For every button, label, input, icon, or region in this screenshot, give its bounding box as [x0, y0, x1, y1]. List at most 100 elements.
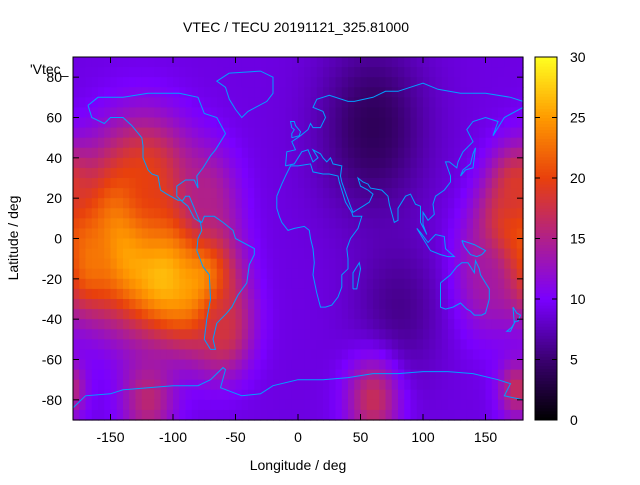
heatmap-cell: [460, 288, 468, 300]
heatmap-cell: [329, 288, 337, 300]
heatmap-cell: [341, 137, 349, 149]
heatmap-cell: [310, 178, 318, 189]
colorbar-segment: [535, 229, 557, 233]
heatmap-cell: [73, 278, 80, 290]
heatmap-cell: [279, 67, 287, 78]
heatmap-cell: [91, 329, 99, 340]
heatmap-cell: [154, 278, 162, 290]
heatmap-cell: [179, 369, 187, 381]
heatmap-cell: [316, 198, 324, 209]
heatmap-cell: [129, 299, 137, 310]
heatmap-cell: [448, 67, 455, 78]
heatmap-cell: [129, 359, 137, 371]
heatmap-cell: [410, 127, 418, 139]
heatmap-cell: [110, 238, 118, 250]
heatmap-cell: [435, 258, 443, 270]
heatmap-cell: [329, 349, 337, 361]
heatmap-cell: [298, 218, 305, 230]
heatmap-cell: [85, 157, 93, 169]
heatmap-cell: [141, 208, 149, 219]
heatmap-cell: [191, 87, 199, 98]
heatmap-cell: [154, 329, 162, 340]
heatmap-cell: [348, 238, 355, 250]
heatmap-cell: [385, 167, 393, 179]
heatmap-cell: [241, 319, 249, 330]
heatmap-cell: [398, 97, 405, 109]
heatmap-cell: [79, 107, 87, 119]
heatmap-cell: [160, 117, 168, 129]
heatmap-cell: [148, 137, 155, 149]
heatmap-cell: [410, 238, 418, 250]
heatmap-cell: [485, 97, 493, 109]
heatmap-cell: [79, 208, 87, 219]
colorbar-segment: [535, 69, 557, 73]
heatmap-cell: [435, 268, 443, 280]
heatmap-cell: [410, 278, 418, 290]
heatmap-cell: [429, 208, 437, 219]
heatmap-cell: [291, 178, 299, 189]
heatmap-cell: [116, 339, 124, 351]
colorbar-segment: [535, 253, 557, 258]
heatmap-cell: [273, 339, 280, 351]
heatmap-cell: [323, 218, 330, 230]
heatmap-cell: [473, 399, 480, 411]
heatmap-cell: [454, 309, 462, 320]
heatmap-cell: [91, 218, 99, 230]
heatmap-cell: [398, 359, 405, 371]
heatmap-cell: [110, 409, 118, 421]
heatmap-cell: [391, 409, 399, 421]
colorbar-segment: [535, 292, 557, 297]
colorbar-segment: [535, 416, 557, 421]
heatmap-cell: [173, 137, 180, 149]
heatmap-cell: [191, 157, 199, 169]
heatmap-cell: [241, 329, 249, 340]
heatmap-cell: [466, 278, 474, 290]
heatmap-cell: [498, 349, 505, 361]
heatmap-cell: [85, 57, 93, 68]
heatmap-cell: [179, 107, 187, 119]
heatmap-cell: [404, 97, 412, 109]
heatmap-cell: [248, 309, 255, 320]
heatmap-cell: [473, 409, 480, 421]
heatmap-cell: [304, 258, 312, 270]
heatmap-cell: [504, 198, 512, 209]
heatmap-cell: [85, 77, 93, 88]
heatmap-cell: [141, 278, 149, 290]
heatmap-cell: [498, 379, 505, 391]
heatmap-cell: [466, 349, 474, 361]
heatmap-cell: [441, 399, 449, 411]
heatmap-cell: [429, 87, 437, 98]
heatmap-cell: [448, 288, 455, 300]
heatmap-cell: [123, 288, 130, 300]
heatmap-cell: [148, 399, 155, 411]
heatmap-cell: [441, 57, 449, 68]
heatmap-cell: [366, 238, 374, 250]
heatmap-cell: [223, 188, 230, 199]
heatmap-cell: [123, 319, 130, 330]
heatmap-cell: [385, 409, 393, 421]
heatmap-cell: [141, 288, 149, 300]
heatmap-cell: [510, 218, 518, 230]
heatmap-cell: [410, 309, 418, 320]
heatmap-cell: [373, 208, 380, 219]
heatmap-cell: [173, 147, 180, 159]
heatmap-cell: [216, 167, 224, 179]
heatmap-cell: [410, 67, 418, 78]
heatmap-cell: [123, 278, 130, 290]
heatmap-cell: [316, 218, 324, 230]
heatmap-cell: [341, 97, 349, 109]
colorbar-segment: [535, 181, 557, 185]
heatmap-cell: [279, 87, 287, 98]
heatmap-cell: [216, 57, 224, 68]
heatmap-cell: [85, 228, 93, 240]
heatmap-cell: [166, 319, 174, 330]
heatmap-cell: [341, 319, 349, 330]
heatmap-cell: [298, 299, 305, 310]
heatmap-cell: [329, 228, 337, 240]
heatmap-cell: [335, 87, 343, 98]
heatmap-cell: [254, 339, 262, 351]
heatmap-cell: [223, 379, 230, 391]
heatmap-cell: [498, 329, 505, 340]
heatmap-cell: [473, 278, 480, 290]
heatmap-cell: [204, 107, 212, 119]
